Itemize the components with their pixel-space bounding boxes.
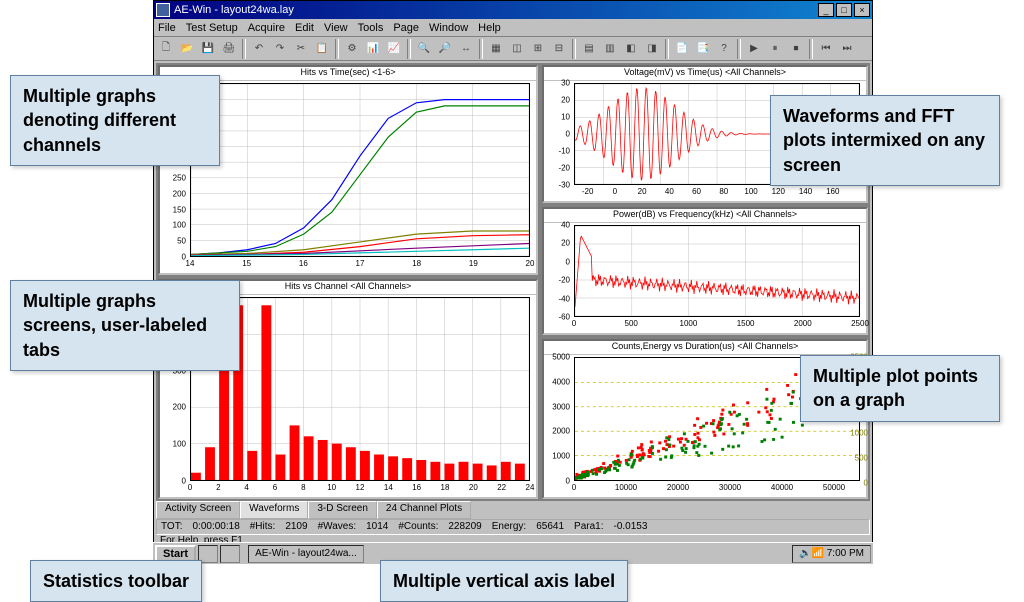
title-bar: AE-Win - layout24wa.lay _ □ × — [154, 1, 872, 19]
toolbar-button[interactable]: 📈 — [384, 39, 404, 59]
callout-tabs: Multiple graphs screens, user-labeled ta… — [10, 280, 240, 371]
stat-tot-label: TOT: — [161, 521, 182, 533]
menu-page[interactable]: Page — [393, 22, 419, 34]
toolbar-button[interactable]: ⊟ — [549, 39, 569, 59]
toolbar-button[interactable]: 📑 — [693, 39, 713, 59]
toolbar-button[interactable]: ? — [714, 39, 734, 59]
toolbar-button[interactable]: ▥ — [600, 39, 620, 59]
stat-waves: 1014 — [366, 521, 388, 533]
tab-waveforms[interactable]: Waveforms — [240, 501, 308, 519]
chart-title: Voltage(mV) vs Time(us) <All Channels> — [544, 67, 866, 81]
toolbar-button[interactable]: ▤ — [579, 39, 599, 59]
taskbar-app-button[interactable]: AE-Win - layout24wa... — [248, 545, 364, 563]
toolbar-button[interactable]: 📄 — [672, 39, 692, 59]
toolbar-button[interactable]: ▦ — [486, 39, 506, 59]
stat-energy-label: Energy: — [492, 521, 526, 533]
toolbar-button[interactable]: ⚙ — [342, 39, 362, 59]
toolbar-button[interactable]: ◨ — [642, 39, 662, 59]
stat-tot: 0:00:00:18 — [192, 521, 239, 533]
stat-counts: 228209 — [448, 521, 481, 533]
menu-help[interactable]: Help — [478, 22, 501, 34]
tab-24-channel-plots[interactable]: 24 Channel Plots — [377, 501, 471, 519]
maximize-button[interactable]: □ — [836, 3, 852, 17]
system-tray[interactable]: 🔊📶 7:00 PM — [792, 545, 871, 563]
stat-counts-label: #Counts: — [398, 521, 438, 533]
callout-channels: Multiple graphs denoting different chann… — [10, 75, 220, 166]
app-window: AE-Win - layout24wa.lay _ □ × File Test S… — [153, 0, 873, 560]
window-title: AE-Win - layout24wa.lay — [174, 4, 818, 16]
menu-file[interactable]: File — [158, 22, 176, 34]
stats-toolbar: TOT: 0:00:00:18 #Hits: 2109 #Waves: 1014… — [156, 519, 870, 535]
clock: 7:00 PM — [827, 548, 864, 559]
tab-3-d-screen[interactable]: 3-D Screen — [308, 501, 377, 519]
stat-energy: 65641 — [536, 521, 564, 533]
toolbar-button[interactable]: ⏹ — [786, 39, 806, 59]
tab-activity-screen[interactable]: Activity Screen — [156, 501, 240, 519]
toolbar-button[interactable]: ✂ — [291, 39, 311, 59]
stat-para1: -0.0153 — [614, 521, 648, 533]
toolbar-button[interactable]: ↶ — [249, 39, 269, 59]
menu-tools[interactable]: Tools — [358, 22, 384, 34]
toolbar-button[interactable]: ◧ — [621, 39, 641, 59]
toolbar-button[interactable]: 🔎 — [435, 39, 455, 59]
chart-title: Counts,Energy vs Duration(us) <All Chann… — [544, 341, 866, 355]
toolbar-button[interactable]: 🔍 — [414, 39, 434, 59]
toolbar-button[interactable]: ◫ — [507, 39, 527, 59]
minimize-button[interactable]: _ — [818, 3, 834, 17]
toolbar-button[interactable]: 📊 — [363, 39, 383, 59]
toolbar: 🗋📂💾🖨 ↶↷✂📋 ⚙📊📈 🔍🔎↔ ▦◫⊞⊟ ▤▥◧◨ 📄📑? ▶⏸⏹ ⏮⏭ — [154, 37, 872, 61]
tray-icons: 🔊📶 — [799, 548, 824, 559]
chart-title: Power(dB) vs Frequency(kHz) <All Channel… — [544, 209, 866, 223]
menu-window[interactable]: Window — [429, 22, 468, 34]
menu-edit[interactable]: Edit — [295, 22, 314, 34]
tabs-row: Activity ScreenWaveforms3-D Screen24 Cha… — [156, 501, 471, 519]
app-icon — [156, 3, 170, 17]
callout-scatter: Multiple plot points on a graph — [800, 355, 1000, 422]
stat-para1-label: Para1: — [574, 521, 603, 533]
menu-view[interactable]: View — [324, 22, 348, 34]
toolbar-button[interactable]: ⏮ — [816, 39, 836, 59]
toolbar-button[interactable]: ▶ — [744, 39, 764, 59]
stat-waves-label: #Waves: — [318, 521, 357, 533]
stat-hits: 2109 — [285, 521, 307, 533]
toolbar-button[interactable]: ⏸ — [765, 39, 785, 59]
menu-test-setup[interactable]: Test Setup — [186, 22, 238, 34]
close-button[interactable]: × — [854, 3, 870, 17]
menu-acquire[interactable]: Acquire — [248, 22, 285, 34]
callout-yaxis: Multiple vertical axis label — [380, 560, 628, 602]
callout-stats: Statistics toolbar — [30, 560, 202, 602]
callout-waveforms: Waveforms and FFT plots intermixed on an… — [770, 95, 1000, 186]
toolbar-button[interactable]: 🖨 — [219, 39, 239, 59]
client-area: Hits vs Time(sec) <1-6> 0501001502002503… — [156, 63, 870, 501]
chart-power-vs-freq: Power(dB) vs Frequency(kHz) <All Channel… — [542, 207, 868, 335]
menu-bar: File Test Setup Acquire Edit View Tools Page Wi… — [154, 19, 872, 37]
stat-hits-label: #Hits: — [250, 521, 276, 533]
toolbar-button[interactable]: 📋 — [312, 39, 332, 59]
toolbar-button[interactable]: 📂 — [177, 39, 197, 59]
toolbar-button[interactable]: ⊞ — [528, 39, 548, 59]
toolbar-button[interactable]: 💾 — [198, 39, 218, 59]
toolbar-button[interactable]: ⏭ — [837, 39, 857, 59]
toolbar-button[interactable]: 🗋 — [156, 39, 176, 59]
toolbar-button[interactable]: ↔ — [456, 39, 476, 59]
toolbar-button[interactable]: ↷ — [270, 39, 290, 59]
